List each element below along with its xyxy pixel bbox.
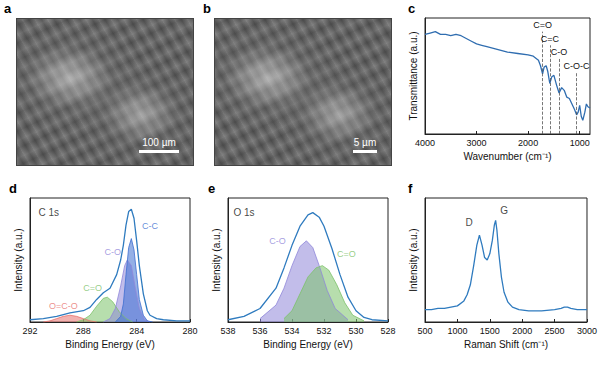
svg-text:C-O: C-O <box>104 247 121 257</box>
svg-text:288: 288 <box>76 326 91 336</box>
svg-text:O=C-O: O=C-O <box>49 301 78 311</box>
svg-text:2000: 2000 <box>518 138 538 148</box>
svg-text:292: 292 <box>22 326 37 336</box>
svg-text:538: 538 <box>220 326 235 336</box>
svg-text:Wavenumber (cm⁻¹): Wavenumber (cm⁻¹) <box>463 151 551 162</box>
svg-text:C-O: C-O <box>551 47 568 57</box>
svg-text:1000: 1000 <box>447 326 467 336</box>
svg-text:Binding Energy (eV): Binding Energy (eV) <box>263 339 353 350</box>
svg-text:532: 532 <box>316 326 331 336</box>
svg-text:530: 530 <box>348 326 363 336</box>
svg-text:1000: 1000 <box>570 138 590 148</box>
svg-text:534: 534 <box>284 326 299 336</box>
html-text:5 µm: 5 µm <box>353 137 377 148</box>
svg-text:Intensity (a.u.): Intensity (a.u.) <box>211 228 222 291</box>
svg-text:Intensity (a.u.): Intensity (a.u.) <box>408 228 419 291</box>
svg-text:536: 536 <box>252 326 267 336</box>
svg-text:C 1s: C 1s <box>38 207 59 218</box>
svg-text:4000: 4000 <box>415 138 435 148</box>
svg-text:C-C: C-C <box>142 221 158 231</box>
svg-text:f: f <box>408 181 413 196</box>
html-text:b: b <box>203 1 211 16</box>
svg-text:C=C: C=C <box>541 34 560 44</box>
html-text:a: a <box>4 1 12 16</box>
svg-text:G: G <box>500 205 508 216</box>
svg-text:Transmittance (a.u.): Transmittance (a.u.) <box>408 31 419 120</box>
svg-text:C-O-C: C-O-C <box>564 61 590 71</box>
svg-text:C=O: C=O <box>83 283 102 293</box>
html-text:100 µm: 100 µm <box>142 137 176 148</box>
svg-text:1500: 1500 <box>480 326 500 336</box>
svg-text:3000: 3000 <box>467 138 487 148</box>
svg-text:C-O: C-O <box>269 236 286 246</box>
svg-text:C=O: C=O <box>533 20 552 30</box>
svg-text:e: e <box>208 181 215 196</box>
svg-text:2500: 2500 <box>545 326 565 336</box>
svg-text:O 1s: O 1s <box>233 207 254 218</box>
svg-text:Intensity (a.u.): Intensity (a.u.) <box>13 228 24 291</box>
svg-text:c: c <box>408 1 415 16</box>
svg-text:500: 500 <box>417 326 432 336</box>
svg-text:528: 528 <box>380 326 395 336</box>
svg-text:3000: 3000 <box>577 326 597 336</box>
svg-text:C=O: C=O <box>337 249 356 259</box>
svg-text:d: d <box>9 181 17 196</box>
svg-text:284: 284 <box>129 326 144 336</box>
svg-text:2000: 2000 <box>512 326 532 336</box>
svg-text:D: D <box>465 217 472 228</box>
svg-text:Binding Energy (eV): Binding Energy (eV) <box>65 339 155 350</box>
svg-text:280: 280 <box>182 326 197 336</box>
svg-text:Raman Shift (cm⁻¹): Raman Shift (cm⁻¹) <box>464 339 548 350</box>
